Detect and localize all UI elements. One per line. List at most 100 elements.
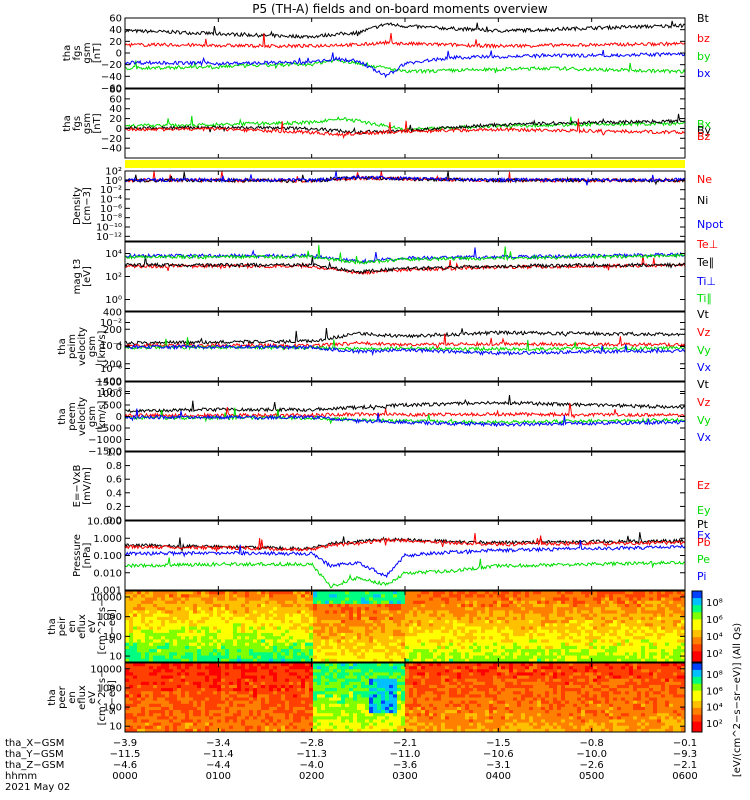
- heatmap-cell: [633, 613, 638, 618]
- heatmap-cell: [501, 658, 506, 663]
- heatmap-cell: [501, 642, 506, 647]
- heatmap-cell: [261, 688, 266, 692]
- heatmap-cell: [645, 649, 650, 653]
- heatmap-cell: [365, 675, 370, 680]
- heatmap-cell: [305, 620, 310, 624]
- heatmap-cell: [233, 652, 238, 656]
- heatmap-cell: [237, 675, 242, 680]
- heatmap-cell: [325, 684, 330, 689]
- heatmap-cell: [345, 697, 350, 702]
- heatmap-cell: [129, 710, 134, 714]
- heatmap-cell: [345, 706, 350, 711]
- heatmap-cell: [125, 639, 130, 644]
- heatmap-cell: [365, 655, 370, 660]
- heatmap-cell: [341, 632, 346, 637]
- heatmap-cell: [341, 652, 346, 656]
- heatmap-cell: [145, 645, 150, 650]
- heatmap-cell: [509, 639, 514, 644]
- heatmap-cell: [581, 649, 586, 653]
- heatmap-cell: [185, 632, 190, 637]
- heatmap-cell: [241, 626, 246, 631]
- heatmap-cell: [269, 700, 274, 705]
- heatmap-cell: [273, 639, 278, 644]
- heatmap-cell: [137, 642, 142, 647]
- heatmap-cell: [369, 710, 374, 714]
- heatmap-cell: [601, 597, 606, 602]
- heatmap-cell: [629, 629, 634, 634]
- heatmap-cell: [329, 725, 334, 730]
- heatmap-cell: [569, 610, 574, 614]
- heatmap-cell: [669, 658, 674, 663]
- heatmap-cell: [593, 613, 598, 618]
- heatmap-cell: [573, 591, 578, 595]
- heatmap-cell: [181, 694, 186, 698]
- heatmap-cell: [129, 666, 134, 670]
- heatmap-cell: [301, 675, 306, 680]
- series-line-Vt: [124, 327, 686, 346]
- heatmap-cell: [433, 649, 438, 653]
- heatmap-cell: [625, 600, 630, 605]
- heatmap-cell: [249, 725, 254, 730]
- heatmap-cell: [185, 603, 190, 608]
- heatmap-cell: [169, 716, 174, 720]
- heatmap-cell: [657, 652, 662, 656]
- heatmap-cell: [173, 603, 178, 608]
- heatmap-cell: [581, 658, 586, 663]
- heatmap-cell: [193, 719, 198, 723]
- heatmap-cell: [141, 600, 146, 605]
- heatmap-cell: [529, 610, 534, 614]
- heatmap-cell: [133, 725, 138, 730]
- heatmap-cell: [313, 636, 318, 640]
- heatmap-cell: [289, 616, 294, 621]
- heatmap-cell: [265, 678, 270, 683]
- heatmap-cell: [469, 623, 474, 627]
- heatmap-cell: [397, 610, 402, 614]
- heatmap-cell: [265, 623, 270, 627]
- heatmap-cell: [153, 629, 158, 634]
- heatmap-cell: [669, 597, 674, 602]
- heatmap-cell: [161, 700, 166, 705]
- heatmap-cell: [173, 639, 178, 644]
- heatmap-cell: [565, 613, 570, 618]
- heatmap-cell: [157, 678, 162, 683]
- heatmap-cell: [389, 722, 394, 727]
- heatmap-cell: [269, 603, 274, 608]
- heatmap-cell: [565, 658, 570, 663]
- heatmap-cell: [405, 626, 410, 631]
- heatmap-cell: [621, 623, 626, 627]
- heatmap-cell: [281, 681, 286, 686]
- heatmap-cell: [513, 600, 518, 605]
- heatmap-cell: [281, 703, 286, 708]
- heatmap-cell: [253, 675, 258, 680]
- heatmap-cell: [169, 703, 174, 708]
- heatmap-cell: [613, 636, 618, 640]
- heatmap-cell: [377, 597, 382, 602]
- heatmap-cell: [125, 672, 130, 676]
- heatmap-cell: [389, 681, 394, 686]
- heatmap-cell: [389, 666, 394, 670]
- heatmap-cell: [181, 639, 186, 644]
- heatmap-cell: [233, 675, 238, 680]
- heatmap-cell: [529, 649, 534, 653]
- heatmap-cell: [209, 639, 214, 644]
- heatmap-cell: [253, 703, 258, 708]
- heatmap-cell: [173, 626, 178, 631]
- heatmap-cell: [177, 691, 182, 695]
- legend-entry: Pt: [697, 518, 709, 531]
- heatmap-cell: [557, 613, 562, 618]
- heatmap-cell: [389, 607, 394, 611]
- heatmap-cell: [429, 629, 434, 634]
- heatmap-cell: [141, 591, 146, 595]
- heatmap-cell: [365, 594, 370, 598]
- heatmap-cell: [545, 629, 550, 634]
- heatmap-cell: [561, 597, 566, 602]
- heatmap-cell: [361, 725, 366, 730]
- heatmap-cell: [229, 632, 234, 637]
- heatmap-cell: [249, 616, 254, 621]
- heatmap-cell: [521, 603, 526, 608]
- heatmap-cell: [357, 642, 362, 647]
- heatmap-cell: [381, 703, 386, 708]
- heatmap-cell: [497, 636, 502, 640]
- heatmap-cell: [361, 613, 366, 618]
- heatmap-cell: [297, 597, 302, 602]
